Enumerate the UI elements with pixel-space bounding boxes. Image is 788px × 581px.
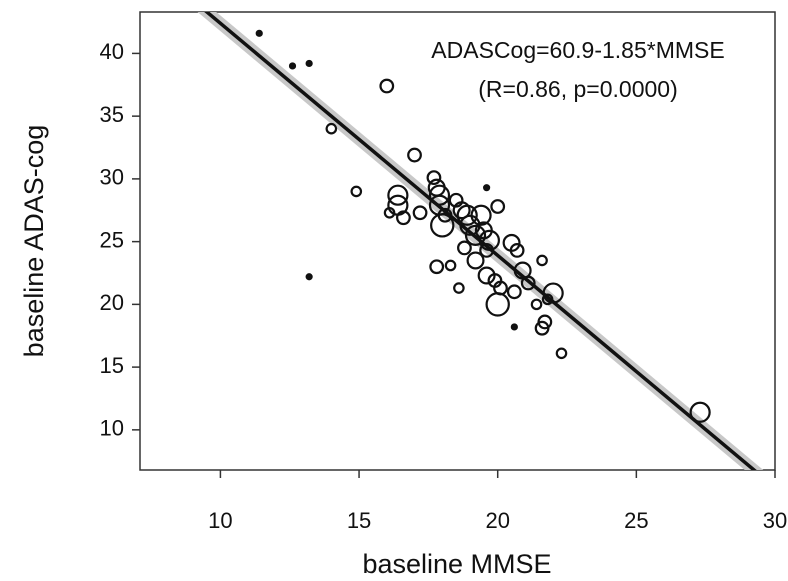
point [464, 224, 487, 246]
annotation: (R=0.86, p=0.0000) [478, 76, 677, 102]
point [350, 185, 363, 198]
x-tick-label: 15 [347, 508, 371, 533]
point [542, 282, 564, 304]
point [485, 292, 510, 317]
point [466, 251, 485, 270]
point [452, 201, 471, 220]
point [689, 401, 711, 423]
point [412, 205, 428, 221]
point [536, 254, 548, 267]
point [325, 122, 338, 135]
point [530, 298, 543, 311]
point [456, 204, 478, 226]
point [429, 259, 445, 275]
point [510, 323, 518, 331]
y-tick-label: 30 [100, 165, 124, 190]
x-tick-label: 10 [208, 508, 232, 533]
point [483, 184, 491, 192]
point [428, 184, 451, 206]
point [430, 213, 455, 238]
point [255, 29, 263, 37]
point [444, 259, 457, 272]
point [479, 243, 495, 258]
point [457, 240, 472, 256]
point [396, 210, 411, 226]
y-tick-label: 15 [100, 353, 124, 378]
y-tick-label: 20 [100, 290, 124, 315]
point [407, 147, 422, 163]
x-tick-label: 25 [624, 508, 648, 533]
point [305, 59, 313, 68]
y-axis-label: baseline ADAS-cog [19, 125, 49, 358]
point [477, 266, 496, 285]
point [478, 229, 500, 251]
point [288, 62, 297, 70]
point [509, 243, 525, 258]
fit-line [204, 12, 757, 470]
point [506, 284, 522, 300]
y-tick-label: 25 [100, 227, 124, 252]
point [520, 275, 536, 291]
fit-group [197, 12, 764, 470]
points [255, 29, 711, 423]
point [470, 204, 492, 226]
point [379, 78, 395, 94]
point [490, 199, 506, 214]
point [305, 273, 313, 281]
point [383, 206, 396, 219]
annotation: ADASCog=60.9-1.85*MMSE [431, 37, 724, 63]
point [534, 320, 550, 336]
point [555, 347, 568, 360]
point [541, 293, 554, 306]
point [453, 282, 465, 294]
y-tick-label: 10 [100, 416, 124, 441]
point [426, 170, 442, 186]
confidence-band [197, 12, 764, 470]
point [387, 184, 409, 206]
x-tick-label: 20 [485, 508, 509, 533]
x-axis-label: baseline MMSE [362, 549, 551, 579]
x-tick-label: 30 [763, 508, 787, 533]
y-tick-label: 40 [100, 39, 124, 64]
y-tick-label: 35 [100, 102, 124, 127]
point [448, 192, 464, 208]
